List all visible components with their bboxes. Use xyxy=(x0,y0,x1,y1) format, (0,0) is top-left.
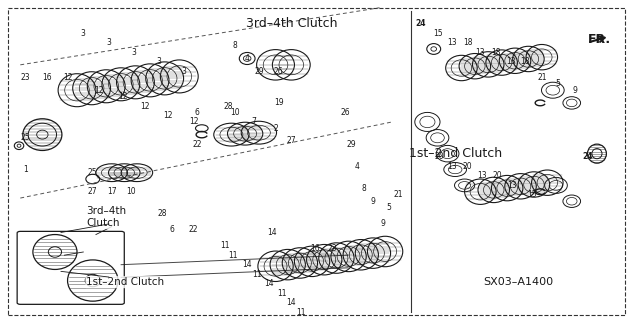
Text: 21: 21 xyxy=(537,73,547,82)
Text: FR.: FR. xyxy=(587,33,611,46)
Text: 15: 15 xyxy=(527,190,537,199)
Text: 12: 12 xyxy=(63,73,72,82)
Text: 28: 28 xyxy=(158,209,167,219)
Text: 13: 13 xyxy=(507,181,517,190)
Text: 3rd–4th Clutch: 3rd–4th Clutch xyxy=(246,17,337,30)
Text: 3rd–4th
Clutch: 3rd–4th Clutch xyxy=(87,206,127,228)
Text: 18: 18 xyxy=(463,38,472,47)
Text: 8: 8 xyxy=(232,41,237,50)
Text: 11: 11 xyxy=(296,308,306,317)
Text: 16: 16 xyxy=(42,73,52,82)
Text: 9: 9 xyxy=(572,86,577,95)
Text: 11: 11 xyxy=(229,251,238,260)
Text: 27: 27 xyxy=(287,136,296,146)
Text: 6: 6 xyxy=(169,225,174,234)
Text: 9: 9 xyxy=(371,197,375,206)
Text: 4: 4 xyxy=(245,54,249,63)
Text: 1: 1 xyxy=(23,165,28,174)
Text: 28: 28 xyxy=(223,101,233,111)
Text: 14: 14 xyxy=(265,279,274,288)
Text: 29: 29 xyxy=(346,140,356,148)
Text: 15: 15 xyxy=(434,28,443,38)
Text: 3: 3 xyxy=(81,28,85,38)
Text: 7: 7 xyxy=(251,117,256,126)
Text: 4: 4 xyxy=(355,162,360,171)
Text: 18: 18 xyxy=(520,57,529,66)
Text: 14: 14 xyxy=(287,298,296,307)
Text: 27: 27 xyxy=(88,187,97,196)
Text: 24: 24 xyxy=(415,19,426,28)
Text: 20: 20 xyxy=(492,172,502,180)
Text: 10: 10 xyxy=(230,108,239,117)
Text: 20: 20 xyxy=(463,162,473,171)
Text: 13: 13 xyxy=(506,57,515,66)
Text: 26: 26 xyxy=(340,108,349,117)
Text: 11: 11 xyxy=(252,270,261,279)
Text: 12: 12 xyxy=(164,111,173,120)
Text: 3: 3 xyxy=(156,57,161,66)
Text: 12: 12 xyxy=(118,92,128,101)
Text: 29: 29 xyxy=(255,67,265,76)
Text: 14: 14 xyxy=(268,228,277,237)
Text: 2: 2 xyxy=(273,124,278,133)
Text: 8: 8 xyxy=(361,184,366,193)
Text: 13: 13 xyxy=(447,38,457,47)
Text: 22: 22 xyxy=(189,225,198,234)
Text: 1st–2nd Clutch: 1st–2nd Clutch xyxy=(408,147,502,160)
Text: 5: 5 xyxy=(555,79,560,88)
Text: 26: 26 xyxy=(274,67,284,76)
Text: 3: 3 xyxy=(106,38,111,47)
Text: 1st–2nd Clutch: 1st–2nd Clutch xyxy=(87,277,165,287)
Text: 11: 11 xyxy=(220,241,230,250)
Text: 13: 13 xyxy=(447,162,457,171)
Text: 6: 6 xyxy=(194,108,199,117)
Text: 12: 12 xyxy=(94,86,104,95)
Text: 23: 23 xyxy=(20,73,30,82)
Text: 11: 11 xyxy=(277,289,287,298)
Text: 9: 9 xyxy=(380,219,385,228)
Text: 12: 12 xyxy=(189,117,198,126)
Text: 13: 13 xyxy=(477,172,486,180)
Text: 23: 23 xyxy=(327,244,337,253)
Text: 13: 13 xyxy=(475,48,485,57)
Text: 16: 16 xyxy=(310,244,320,253)
Text: 21: 21 xyxy=(394,190,403,199)
Text: 3: 3 xyxy=(182,67,187,76)
Text: 14: 14 xyxy=(242,260,252,269)
Text: 20: 20 xyxy=(435,152,444,161)
Text: 25: 25 xyxy=(88,168,97,177)
Text: 24: 24 xyxy=(582,152,592,161)
Text: 12: 12 xyxy=(141,101,150,111)
Text: 25: 25 xyxy=(20,133,30,142)
Text: 18: 18 xyxy=(491,48,501,57)
Text: 5: 5 xyxy=(387,203,391,212)
Text: 19: 19 xyxy=(274,99,284,108)
Text: 3: 3 xyxy=(131,48,136,57)
Text: 17: 17 xyxy=(107,187,116,196)
Text: 10: 10 xyxy=(126,187,135,196)
Text: SX03–A1400: SX03–A1400 xyxy=(483,277,553,287)
Text: 22: 22 xyxy=(192,140,201,148)
